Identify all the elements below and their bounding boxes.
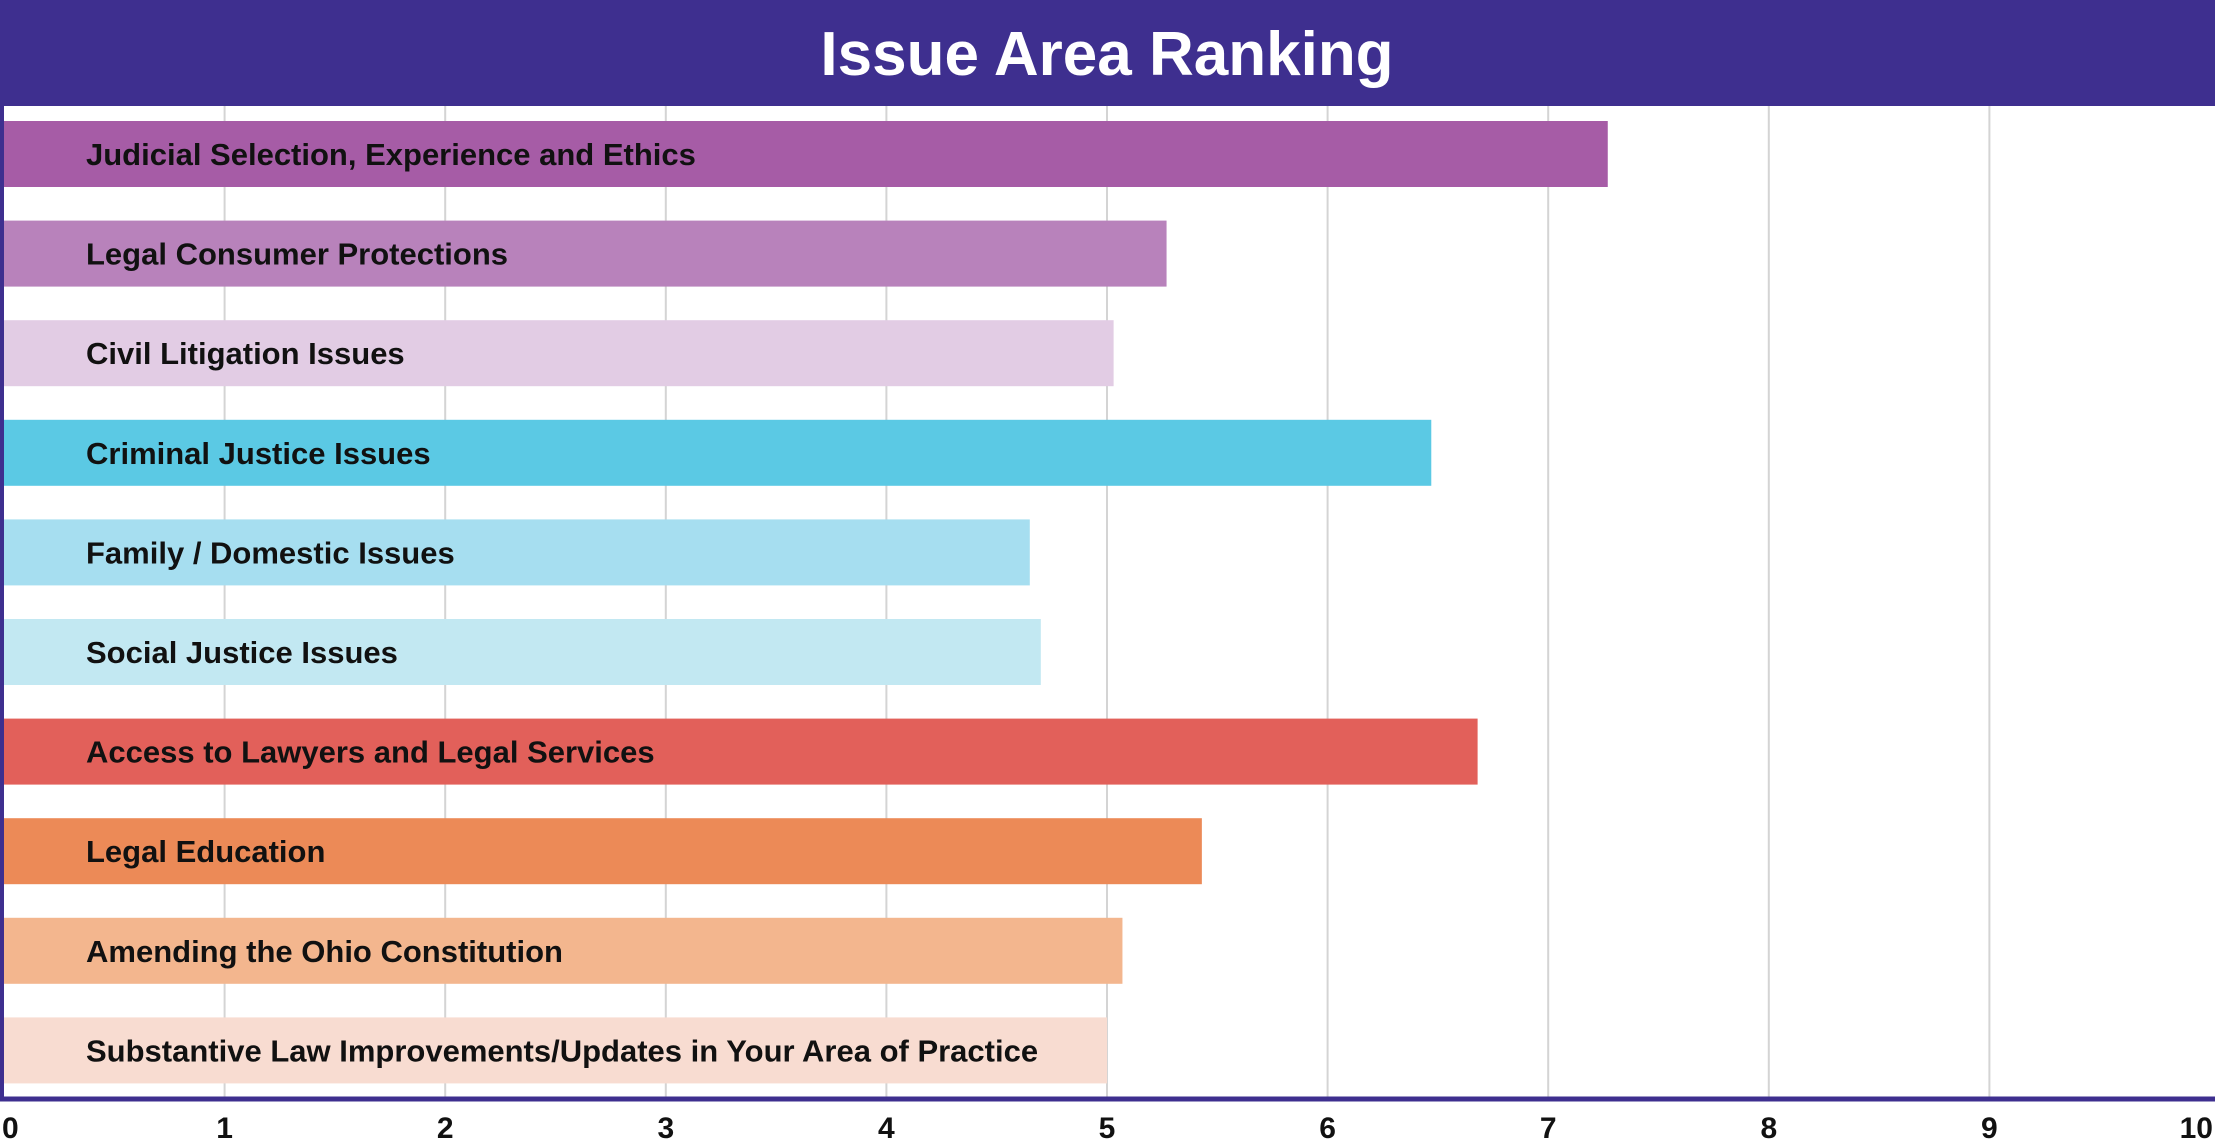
- title-banner: [0, 0, 2215, 106]
- x-tick-label-10: 10: [2180, 1112, 2213, 1140]
- x-tick-label-4: 4: [878, 1112, 895, 1140]
- x-tick-label-6: 6: [1319, 1112, 1336, 1140]
- bar-label-4: Criminal Justice Issues: [86, 436, 431, 471]
- x-tick-label-1: 1: [216, 1112, 233, 1140]
- bar-label-5: Family / Domestic Issues: [86, 535, 455, 570]
- bar-label-2: Legal Consumer Protections: [86, 237, 508, 272]
- x-tick-label-0: 0: [2, 1112, 19, 1140]
- x-tick-label-8: 8: [1760, 1112, 1777, 1140]
- bar-label-6: Social Justice Issues: [86, 635, 398, 670]
- plot-frame: [0, 106, 2215, 1102]
- bar-label-3: Civil Litigation Issues: [86, 336, 405, 371]
- bar-7: [4, 718, 1478, 785]
- bar-5: [4, 519, 1030, 586]
- x-tick-label-5: 5: [1099, 1112, 1116, 1140]
- bar-9: [4, 917, 1123, 984]
- bar-1: [4, 121, 1608, 187]
- x-tick-label-7: 7: [1540, 1112, 1557, 1140]
- x-tick-label-9: 9: [1981, 1112, 1998, 1140]
- bar-label-9: Amending the Ohio Constitution: [86, 934, 563, 969]
- bar-label-7: Access to Lawyers and Legal Services: [86, 735, 655, 770]
- bar-label-10: Substantive Law Improvements/Updates in …: [86, 1033, 1038, 1068]
- bar-label-1: Judicial Selection, Experience and Ethic…: [86, 137, 696, 172]
- bar-label-8: Legal Education: [86, 834, 325, 869]
- bar-2: [4, 220, 1167, 287]
- bar-4: [4, 419, 1432, 486]
- bars: Judicial Selection, Experience and Ethic…: [4, 121, 1608, 1084]
- x-tick-label-2: 2: [437, 1112, 454, 1140]
- x-tick-label-3: 3: [657, 1112, 674, 1140]
- bar-6: [4, 619, 1041, 685]
- bar-3: [4, 320, 1114, 387]
- chart-title: Issue Area Ranking: [820, 20, 1393, 89]
- bar-8: [4, 818, 1202, 885]
- x-axis-ticks: 0 1 2 3 4 5 6 7 8 9 10: [2, 1112, 2213, 1140]
- bar-10: [4, 1017, 1107, 1084]
